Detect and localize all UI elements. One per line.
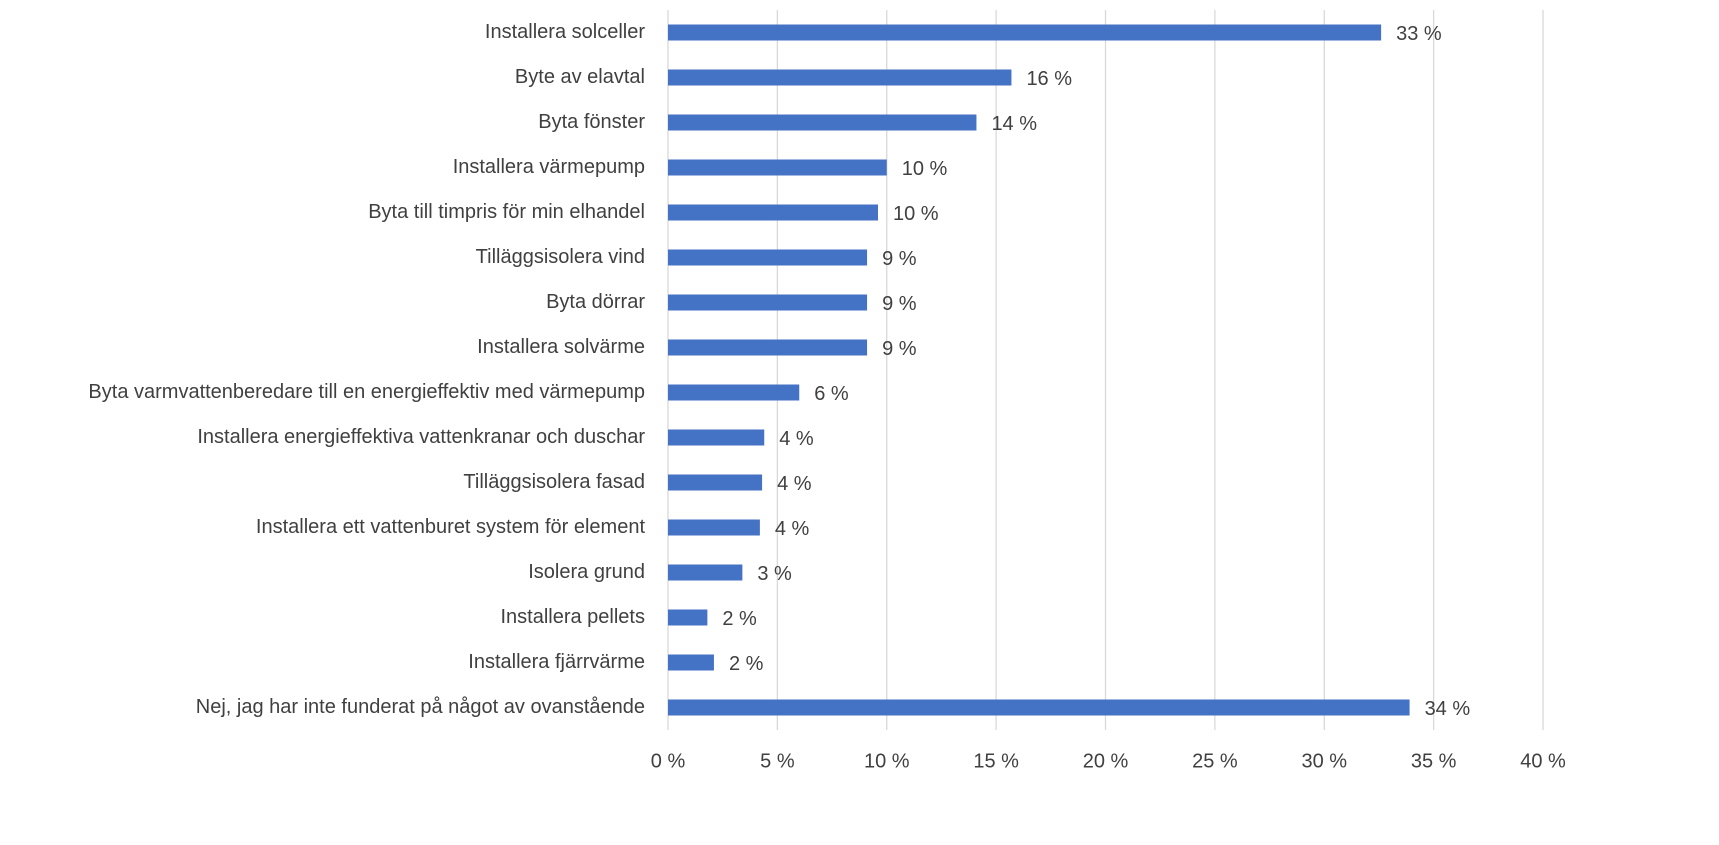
bar bbox=[668, 24, 1382, 41]
y-tick-label: Byta till timpris för min elhandel bbox=[368, 201, 645, 223]
x-tick-label: 30 % bbox=[1301, 750, 1347, 772]
y-tick-label: Isolera grund bbox=[528, 561, 645, 583]
bar bbox=[668, 204, 878, 221]
bar bbox=[668, 249, 868, 266]
x-tick-label: 5 % bbox=[760, 750, 795, 772]
x-tick-label: 35 % bbox=[1411, 750, 1457, 772]
data-label: 9 % bbox=[882, 248, 917, 270]
y-tick-label: Installera energieffektiva vattenkranar … bbox=[197, 426, 645, 448]
data-label: 16 % bbox=[1026, 68, 1072, 90]
bar bbox=[668, 339, 868, 356]
data-label: 2 % bbox=[722, 608, 757, 630]
x-tick-label: 40 % bbox=[1520, 750, 1566, 772]
y-tick-label: Installera ett vattenburet system för el… bbox=[256, 516, 646, 538]
data-label: 10 % bbox=[902, 158, 948, 180]
data-label: 33 % bbox=[1396, 23, 1442, 45]
bar bbox=[668, 609, 708, 626]
data-label: 3 % bbox=[757, 563, 792, 585]
bar bbox=[668, 519, 760, 536]
y-tick-label: Installera fjärrvärme bbox=[468, 651, 645, 673]
y-tick-label: Installera solceller bbox=[485, 21, 645, 43]
bar bbox=[668, 654, 714, 671]
bar bbox=[668, 294, 868, 311]
x-tick-label: 25 % bbox=[1192, 750, 1238, 772]
y-tick-label: Tilläggsisolera vind bbox=[476, 246, 645, 268]
y-tick-label: Installera värmepump bbox=[453, 156, 645, 178]
data-label: 4 % bbox=[777, 473, 812, 495]
y-tick-label: Installera pellets bbox=[500, 606, 645, 628]
x-tick-label: 10 % bbox=[864, 750, 910, 772]
data-label: 14 % bbox=[991, 113, 1037, 135]
bar bbox=[668, 429, 765, 446]
y-tick-label: Byte av elavtal bbox=[515, 66, 645, 88]
data-label: 9 % bbox=[882, 338, 917, 360]
y-tick-label: Nej, jag har inte funderat på något av o… bbox=[196, 696, 645, 718]
y-tick-label: Byta dörrar bbox=[546, 291, 645, 313]
bar bbox=[668, 699, 1410, 716]
data-label: 4 % bbox=[779, 428, 814, 450]
data-label: 4 % bbox=[775, 518, 810, 540]
x-tick-label: 0 % bbox=[651, 750, 686, 772]
data-label: 10 % bbox=[893, 203, 939, 225]
bar bbox=[668, 564, 743, 581]
data-label: 9 % bbox=[882, 293, 917, 315]
bar bbox=[668, 474, 763, 491]
y-tick-label: Byta fönster bbox=[538, 111, 645, 133]
data-label: 34 % bbox=[1425, 698, 1471, 720]
bar bbox=[668, 69, 1012, 86]
bar bbox=[668, 114, 977, 131]
y-tick-label: Installera solvärme bbox=[477, 336, 645, 358]
y-tick-label: Tilläggsisolera fasad bbox=[463, 471, 645, 493]
data-label: 2 % bbox=[729, 653, 764, 675]
x-tick-label: 20 % bbox=[1083, 750, 1129, 772]
y-tick-label: Byta varmvattenberedare till en energief… bbox=[88, 381, 645, 403]
data-label: 6 % bbox=[814, 383, 849, 405]
bar bbox=[668, 159, 887, 176]
bar bbox=[668, 384, 800, 401]
x-tick-label: 15 % bbox=[973, 750, 1019, 772]
